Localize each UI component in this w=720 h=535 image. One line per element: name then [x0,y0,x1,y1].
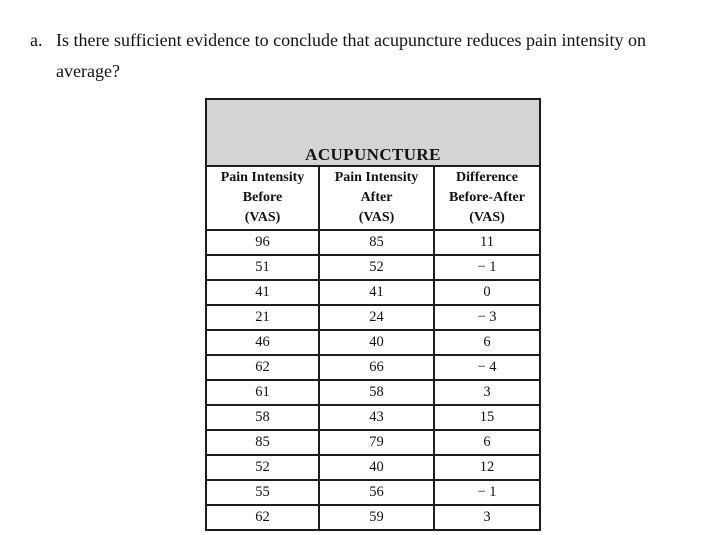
header-line: Difference [456,170,518,185]
table-cell: 43 [318,404,435,431]
table-cell: 24 [318,304,435,331]
table-row: 62 59 3 [205,504,542,531]
table-cell: 62 [205,504,320,531]
table-cell: 59 [318,504,435,531]
acupuncture-table: ACUPUNCTURE Pain Intensity Before (VAS) … [204,98,542,531]
table-cell: 6 [432,329,542,356]
table-cell: 3 [432,379,542,406]
table-row: 52 40 12 [205,454,542,481]
table-cell: − 1 [432,254,542,281]
table-cell: − 1 [432,479,542,506]
table-row: 51 52− 1 [205,254,542,281]
header-line: Before-After [449,190,525,205]
header-line: (VAS) [244,210,281,225]
header-line: Before [242,190,283,205]
header-line: Pain Intensity [334,170,419,185]
header-line: After [360,190,393,205]
table-cell: − 3 [432,304,542,331]
table-cell: 52 [205,454,320,481]
table-cell: 46 [205,329,320,356]
table-cell: 11 [432,229,542,256]
table-cell: 58 [205,404,320,431]
table-cell: 66 [318,354,435,381]
table-row: 85 79 6 [205,429,542,456]
table-cell: 96 [205,229,320,256]
table-row: 58 43 15 [205,404,542,431]
table-cell: 55 [205,479,320,506]
table-title-row: ACUPUNCTURE [204,98,542,167]
table-cell: 40 [318,329,435,356]
table-row: 55 56− 1 [205,479,542,506]
column-header-before: Pain Intensity Before (VAS) [205,165,320,231]
table-cell: 51 [205,254,320,281]
column-header-after: Pain Intensity After (VAS) [318,165,435,231]
table-cell: 52 [318,254,435,281]
header-line: (VAS) [358,210,395,225]
table-cell: 21 [205,304,320,331]
header-line: Pain Intensity [220,170,305,185]
table-cell: 3 [432,504,542,531]
header-line: (VAS) [469,210,505,225]
table-header-row: Pain Intensity Before (VAS) Pain Intensi… [205,165,542,231]
question: a. Is there sufficient evidence to concl… [30,25,690,87]
table-cell: 85 [318,229,435,256]
table-cell: − 4 [432,354,542,381]
table-row: 61 58 3 [205,379,542,406]
table-cell: 40 [318,454,435,481]
table-cell: 85 [205,429,320,456]
table-row: 62 66− 4 [205,354,542,381]
table-row: 46 40 6 [205,329,542,356]
question-marker: a. [30,30,43,50]
table-title: ACUPUNCTURE [204,98,542,167]
table-cell: 41 [205,279,320,306]
table-cell: 62 [205,354,320,381]
column-header-difference: Difference Before-After (VAS) [432,165,542,231]
question-text: Is there sufficient evidence to conclude… [56,30,646,81]
table-cell: 79 [318,429,435,456]
table-row: 96 85 11 [205,229,542,256]
table-cell: 6 [432,429,542,456]
table-cell: 61 [205,379,320,406]
table-row: 21 24− 3 [205,304,542,331]
table-cell: 58 [318,379,435,406]
table-cell: 0 [432,279,542,306]
table-row: 41 41 0 [205,279,542,306]
table-cell: 15 [432,404,542,431]
table-cell: 41 [318,279,435,306]
table-cell: 56 [318,479,435,506]
table-cell: 12 [432,454,542,481]
